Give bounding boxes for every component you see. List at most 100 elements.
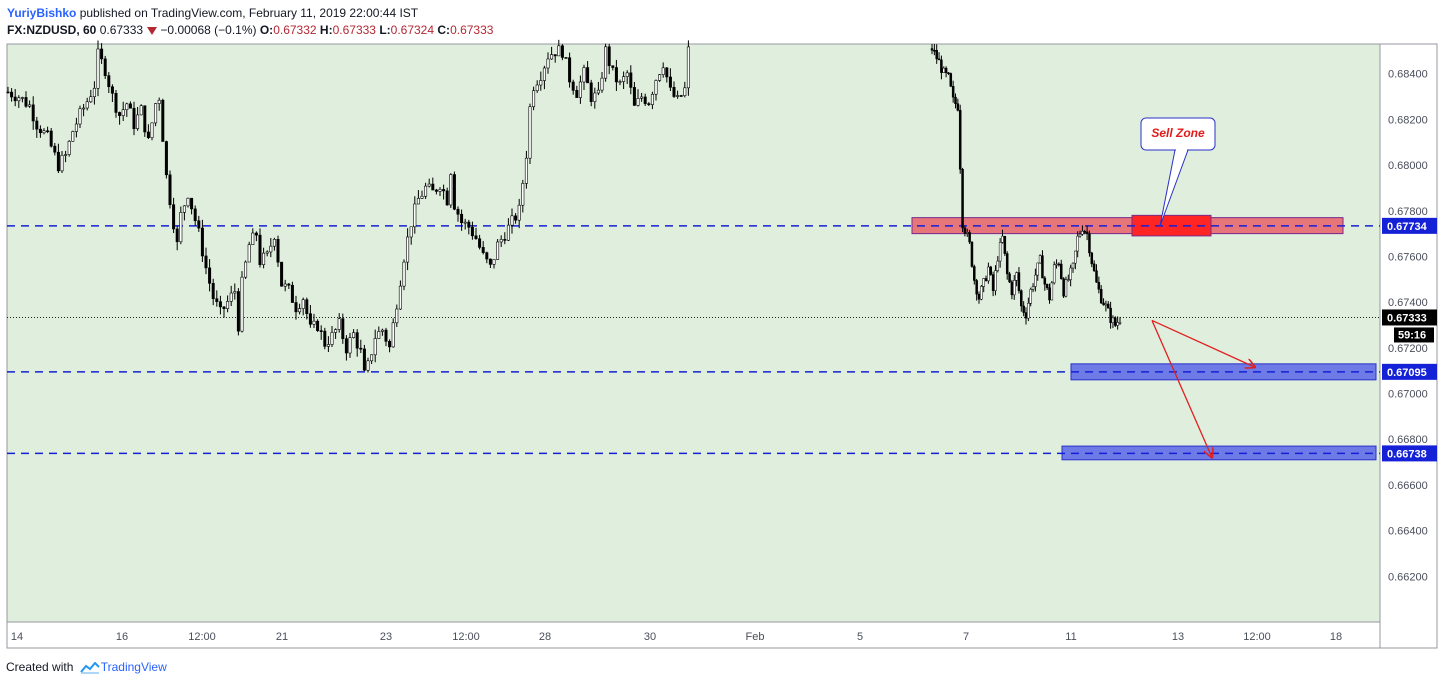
forecast-arrow-2 bbox=[1151, 320, 1212, 457]
candle-body bbox=[388, 341, 392, 348]
candle-body bbox=[17, 97, 21, 102]
close-label: C: bbox=[437, 23, 451, 37]
candle-body bbox=[1010, 281, 1014, 296]
candle-body bbox=[571, 81, 575, 91]
candle-body bbox=[611, 65, 615, 68]
candle-body bbox=[474, 235, 478, 240]
candle-body bbox=[942, 67, 945, 73]
candle-body bbox=[535, 84, 539, 92]
chart-frame bbox=[6, 43, 1438, 649]
candle-body bbox=[175, 228, 179, 243]
candle-body bbox=[1097, 281, 1101, 290]
candle-body bbox=[179, 212, 183, 243]
y-tick-label: 0.66600 bbox=[1388, 480, 1428, 492]
candle-body bbox=[359, 347, 363, 350]
candle-body bbox=[323, 330, 327, 347]
level-price-tag bbox=[1382, 217, 1437, 234]
candle-body bbox=[71, 131, 75, 142]
candle-body bbox=[24, 97, 28, 107]
candle-body bbox=[334, 329, 338, 333]
candle-body bbox=[933, 49, 936, 52]
y-tick-label: 0.66400 bbox=[1388, 526, 1428, 538]
candle-body bbox=[82, 107, 86, 110]
candle-body bbox=[542, 67, 546, 81]
candle-body bbox=[143, 105, 147, 133]
candle-body bbox=[409, 226, 413, 238]
candle-body bbox=[114, 92, 118, 113]
candle-body bbox=[341, 318, 345, 339]
candle-body bbox=[640, 96, 644, 99]
candle-body bbox=[521, 183, 525, 206]
candle-body bbox=[970, 241, 974, 267]
candle-body bbox=[74, 123, 78, 132]
candle-body bbox=[326, 344, 330, 347]
candle-body bbox=[930, 48, 934, 51]
candle-body bbox=[247, 244, 251, 263]
candle-body bbox=[204, 255, 208, 269]
candle-body bbox=[1041, 255, 1044, 279]
candle-body bbox=[586, 67, 590, 84]
level-price-tag bbox=[1382, 445, 1437, 462]
candle-body bbox=[136, 114, 140, 129]
candle-body bbox=[240, 276, 244, 332]
candle-body bbox=[944, 67, 948, 73]
candle-body bbox=[1052, 264, 1056, 284]
candle-body bbox=[290, 284, 294, 303]
candle-body bbox=[92, 87, 96, 98]
candle-body bbox=[308, 313, 312, 325]
candle-body bbox=[636, 98, 640, 106]
candle-body bbox=[1048, 287, 1051, 301]
candle-body bbox=[200, 227, 204, 257]
candle-body bbox=[467, 221, 471, 228]
candle-body bbox=[107, 75, 111, 88]
author-link[interactable]: YuriyBishko bbox=[7, 6, 77, 20]
candle-body bbox=[1043, 277, 1047, 285]
y-tick-label: 0.66800 bbox=[1388, 434, 1428, 446]
candle-body bbox=[1050, 282, 1054, 301]
candle-body bbox=[998, 242, 1002, 262]
candle-body bbox=[622, 76, 626, 82]
candle-body bbox=[118, 112, 122, 116]
x-tick-label: 5 bbox=[857, 631, 863, 643]
candle-body bbox=[1114, 317, 1117, 326]
candle-body bbox=[49, 130, 53, 147]
candle-body bbox=[395, 308, 399, 324]
tradingview-link[interactable]: TradingView bbox=[100, 660, 167, 674]
candle-body bbox=[1069, 267, 1072, 280]
x-tick-label: 23 bbox=[380, 631, 392, 643]
candle-body bbox=[604, 46, 608, 79]
candle-body bbox=[197, 220, 201, 229]
candle-body bbox=[186, 197, 190, 207]
candle-body bbox=[937, 58, 941, 61]
x-tick-label: 13 bbox=[1172, 631, 1184, 643]
candle-body bbox=[427, 183, 431, 187]
candle-body bbox=[370, 354, 374, 362]
candle-body bbox=[355, 332, 359, 349]
candle-body bbox=[416, 198, 420, 205]
candle-body bbox=[110, 86, 114, 94]
candle-body bbox=[344, 338, 348, 354]
candle-body bbox=[989, 266, 992, 275]
candle-body bbox=[161, 99, 165, 142]
candle-body bbox=[413, 203, 417, 228]
candle-body bbox=[1099, 289, 1103, 304]
candle-body bbox=[517, 204, 521, 221]
candle-body bbox=[402, 261, 406, 287]
candle-body bbox=[420, 195, 424, 199]
candle-body bbox=[514, 215, 518, 221]
candle-body bbox=[940, 59, 943, 73]
candle-body bbox=[503, 239, 507, 241]
candle-body bbox=[1088, 233, 1091, 254]
candle-body bbox=[1013, 280, 1016, 296]
candle-body bbox=[975, 280, 978, 295]
candle-body bbox=[524, 157, 528, 184]
candle-body bbox=[1095, 270, 1098, 283]
candle-body bbox=[661, 67, 665, 76]
candle-body bbox=[676, 95, 680, 97]
candle-body bbox=[6, 91, 10, 94]
candle-body bbox=[96, 48, 100, 89]
candle-body bbox=[1024, 312, 1028, 319]
y-tick-label: 0.67400 bbox=[1388, 297, 1428, 309]
candle-body bbox=[13, 96, 17, 102]
